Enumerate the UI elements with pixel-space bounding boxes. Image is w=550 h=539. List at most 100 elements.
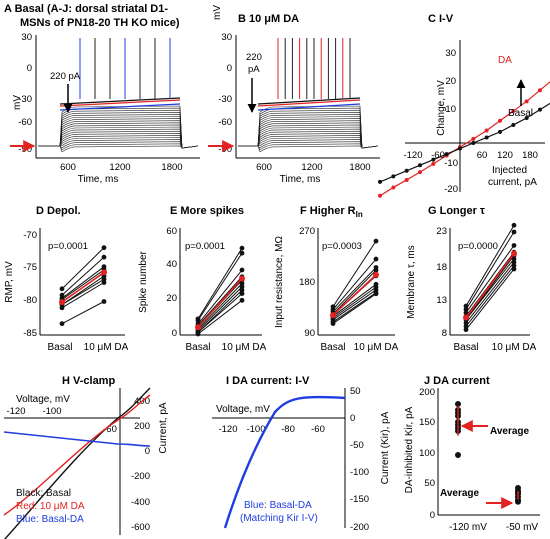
panel-g-pair-line [465, 268, 515, 330]
panel-d-ytick: -70 [23, 230, 37, 241]
panel-c-point-basal [538, 107, 542, 112]
panel-b-annotation: 220 [246, 52, 262, 63]
panel-a-sweep [38, 130, 199, 149]
panel-f-pair-line [332, 267, 377, 313]
panel-d-mean-line [61, 271, 105, 303]
panel-b-depol-sweep [257, 99, 361, 107]
panel-i-ytick: -150 [350, 494, 369, 505]
panel-a-sweep [38, 137, 199, 149]
panel-e-da-point [239, 250, 245, 256]
panel-e-da-point [239, 284, 245, 290]
panel-a-sweep [38, 122, 199, 149]
panel-f-da-point [373, 267, 379, 273]
panel-b-xtick: 1800 [349, 162, 370, 173]
panel-h-title: H V-clamp [62, 375, 115, 387]
panel-d-pair-line [61, 282, 105, 309]
panel-j-average-label: Average [490, 426, 530, 437]
panel-c-point-da [418, 170, 422, 175]
panel-g-ytick: 13 [436, 295, 447, 306]
panel-f-ytick: 270 [299, 226, 315, 237]
panel-d-da-point [101, 245, 107, 251]
panel-h-legend-da: Red: 10 μM DA [16, 501, 85, 512]
panel-a-sweep [38, 111, 199, 149]
panel-f-ylabel: Input resistance, MΩ [274, 236, 285, 328]
panel-b-sweep [238, 130, 379, 149]
panel-e-plot [195, 245, 245, 337]
panel-e-ytick: 40 [166, 259, 177, 270]
panel-c-xtick: 60 [477, 150, 488, 161]
panel-f-title: F Higher RIn [300, 205, 363, 219]
panel-h-plot [3, 387, 151, 539]
panel-d-ytick: -80 [23, 295, 37, 306]
panel-c-point-basal [484, 135, 489, 140]
panel-i-ytick: 50 [350, 386, 361, 397]
panel-a-depol-sweep [59, 97, 181, 105]
panel-d-ytick: -75 [23, 262, 37, 273]
panel-d-title: D Depol. [36, 205, 81, 217]
panel-h: H V-clamp Voltage, mV -120 -100 -60 400 … [3, 375, 169, 539]
panel-b-sweep [238, 126, 379, 149]
panel-a-sweep [38, 118, 199, 149]
panel-c: C I-V Change, mV -120 -60 60 120 180 30 … [378, 13, 550, 198]
panel-a-sweep [38, 143, 199, 151]
panel-d-ytick: -85 [23, 328, 37, 339]
panel-e-pair-line [197, 252, 243, 321]
panel-a-title: A Basal (A-J: dorsal striatal D1- [4, 3, 168, 15]
panel-d-ylabel: RMP, mV [4, 261, 15, 303]
panel-b-sweep [238, 132, 379, 149]
panel-c-xlabel-line2: current, pA [488, 177, 537, 188]
panel-b-ylabel: mV [212, 5, 223, 20]
panel-c-point-da [524, 99, 529, 104]
panel-b-sweep [238, 139, 379, 149]
panel-c-legend-basal: Basal [508, 108, 533, 119]
panel-d-pair-line [61, 256, 105, 296]
panel-d-basal-point [59, 305, 65, 311]
panel-c-point-basal [391, 174, 396, 179]
panel-j-ytick: 100 [419, 448, 435, 459]
panel-a-sweep [38, 132, 199, 149]
panel-c-point-basal [431, 157, 436, 162]
panel-c-point-basal [471, 141, 476, 145]
panel-a-ytick: -60 [18, 117, 32, 128]
panel-c-point-da [391, 185, 396, 190]
panel-f-mean-point [330, 312, 336, 319]
panel-b-sweep [238, 141, 379, 149]
panel-e-mean-line [197, 277, 243, 328]
panel-f-pair-line [332, 240, 377, 308]
panel-c-xtick: -60 [431, 150, 445, 161]
panel-b-xlabel: Time, ms [280, 174, 321, 185]
panel-b: B 10 μM DA mV 30 0 -30 -60 -90 600 1200 … [208, 5, 380, 185]
panel-f-da-point [373, 256, 379, 262]
panel-e-xtick: 10 μM DA [222, 342, 267, 353]
panel-d-pair-line [61, 278, 105, 306]
panel-g-ytick: 18 [436, 262, 447, 273]
panel-g-pair-line [465, 251, 515, 317]
panel-j-ytick: 0 [430, 510, 435, 521]
panel-g-basal-point [463, 327, 469, 333]
panel-b-sweep [238, 143, 379, 151]
panel-h-ytick: 0 [145, 446, 150, 457]
panel-b-xtick: 1200 [301, 162, 322, 173]
panel-h-legend-diff: Blue: Basal-DA [16, 514, 84, 525]
panel-d-da-point [101, 254, 107, 260]
panel-h-ytick: -600 [131, 522, 150, 533]
panel-a-traces [38, 38, 199, 153]
panel-a-xlabel: Time, ms [78, 174, 119, 185]
panel-i-legend-line2: (Matching Kir I-V) [240, 513, 318, 524]
panel-b-sweep [238, 137, 379, 149]
panel-c-ytick: 10 [445, 104, 456, 115]
panel-a-title-line2: MSNs of PN18-20 TH KO mice) [20, 17, 180, 29]
panel-a-depol-sweep [59, 99, 181, 107]
panel-g: G Longer τ Membrane τ, ms 23 18 13 8 p=0… [406, 205, 537, 353]
panel-e-pair-line [197, 269, 243, 325]
panel-c-xlabel: Injected [492, 165, 527, 176]
panel-b-sweep [238, 135, 379, 149]
panel-i: I DA current: I-V Voltage, mV -120 -100 … [212, 375, 391, 533]
panel-e-mean-point [239, 275, 245, 282]
panel-c-point-da [471, 136, 476, 141]
panel-g-pair-line [465, 245, 515, 314]
panel-i-plot [223, 395, 346, 529]
panel-i-title: I DA current: I-V [226, 375, 310, 387]
panel-c-ytick: -20 [444, 184, 458, 195]
panel-d-da-point [101, 280, 107, 285]
